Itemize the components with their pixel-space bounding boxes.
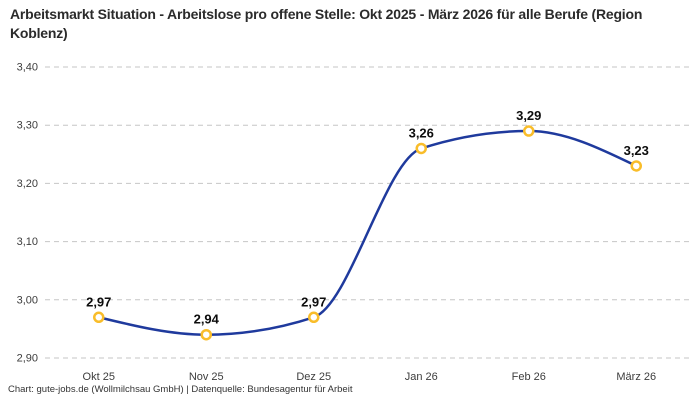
- data-point-label: 3,26: [409, 125, 434, 140]
- data-point-label: 2,97: [86, 294, 111, 309]
- data-point-label: 3,23: [624, 143, 649, 158]
- x-tick-label: Dez 25: [296, 371, 331, 383]
- y-tick-label: 3,40: [17, 62, 38, 74]
- data-point-marker: [630, 160, 642, 172]
- chart-source-footer: Chart: gute-jobs.de (Wollmilchsau GmbH) …: [8, 384, 353, 395]
- y-tick-label: 3,20: [17, 178, 38, 190]
- data-point-label: 2,94: [194, 312, 220, 327]
- data-point-marker: [523, 125, 535, 137]
- data-point-marker: [308, 311, 320, 324]
- data-point-marker: [415, 142, 427, 155]
- line-series-path: [97, 129, 638, 336]
- y-tick-label: 2,90: [17, 353, 38, 365]
- y-tick-label: 3,30: [17, 120, 38, 132]
- x-tick-label: Jan 26: [405, 371, 438, 383]
- x-tick-label: Okt 25: [83, 371, 115, 383]
- data-point-marker: [93, 311, 105, 324]
- y-tick-label: 3,00: [17, 294, 38, 306]
- x-tick-label: Feb 26: [512, 371, 546, 383]
- y-tick-label: 3,10: [17, 236, 38, 248]
- data-point-marker: [200, 328, 212, 341]
- chart-title: Arbeitsmarkt Situation - Arbeitslose pro…: [10, 6, 643, 41]
- data-point-label: 2,97: [301, 294, 326, 309]
- x-tick-label: März 26: [616, 371, 656, 383]
- data-point-label: 3,29: [516, 108, 541, 123]
- x-tick-label: Nov 25: [189, 371, 224, 383]
